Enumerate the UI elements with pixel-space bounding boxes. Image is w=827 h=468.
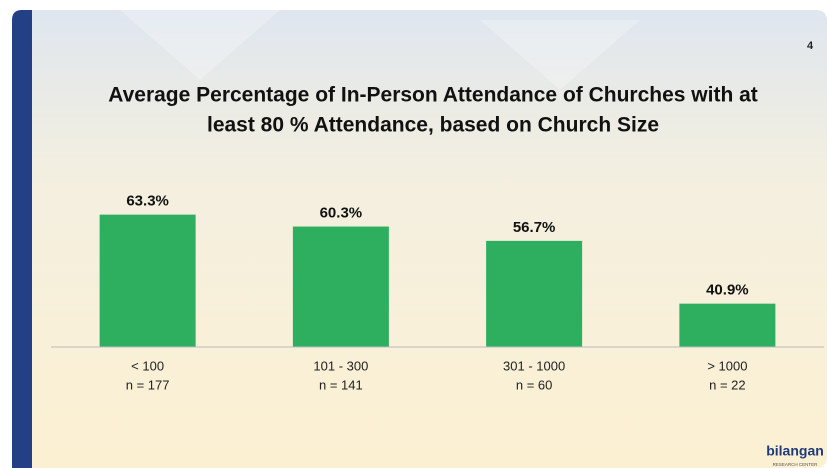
chart-title: least 80 % Attendance, based on Church S… [207, 114, 659, 137]
value-label: 63.3% [126, 193, 169, 210]
value-label: 40.9% [706, 282, 749, 299]
x-tick-label: 101 - 300 [313, 358, 368, 373]
x-tick-label: > 1000 [707, 358, 747, 373]
x-tick-label: 301 - 1000 [503, 358, 565, 373]
logo: bilangan [766, 443, 824, 459]
side-stripe [12, 10, 32, 468]
bar [99, 214, 196, 347]
bar [679, 303, 776, 347]
slide-background [12, 10, 827, 468]
decoration [120, 10, 640, 90]
sample-size-label: n = 177 [126, 377, 170, 392]
x-tick-label: < 100 [131, 358, 164, 373]
page-number: 4 [807, 40, 814, 52]
bar [292, 226, 389, 347]
bar [486, 240, 583, 347]
chart-title: Average Percentage of In-Person Attendan… [108, 84, 758, 107]
sample-size-label: n = 60 [516, 377, 553, 392]
sample-size-label: n = 22 [709, 377, 746, 392]
sample-size-label: n = 141 [319, 377, 363, 392]
logo-tagline: RESEARCH CENTER [773, 462, 819, 467]
value-label: 56.7% [513, 219, 556, 236]
value-label: 60.3% [320, 205, 363, 222]
